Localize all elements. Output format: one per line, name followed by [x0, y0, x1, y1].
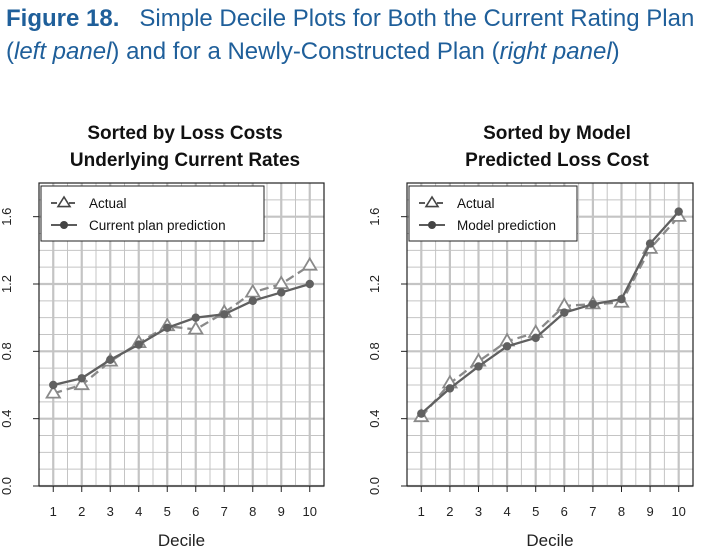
x-axis-label: Decile: [158, 531, 205, 550]
x-tick-label: 10: [671, 504, 685, 519]
legend-circle-icon: [60, 221, 68, 229]
x-tick-label: 4: [503, 504, 510, 519]
actual-point: [244, 283, 261, 298]
y-tick-label: 1.6: [0, 208, 14, 226]
x-tick-label: 6: [561, 504, 568, 519]
prediction-point: [617, 294, 626, 304]
prediction-point: [645, 239, 655, 248]
series-line-actual: [420, 215, 680, 418]
series-line-current-plan-prediction: [52, 282, 311, 387]
caption-text-3: ): [611, 38, 620, 65]
prediction-point: [191, 313, 200, 322]
y-tick-label: 1.2: [0, 275, 14, 293]
x-tick-label: 10: [303, 504, 317, 519]
caption-text-1: Simple Decile Plots for Both the Current…: [6, 5, 695, 65]
y-tick-label: 0.4: [0, 410, 14, 428]
figure-label: Figure 18.: [6, 5, 120, 32]
x-tick-label: 4: [135, 504, 142, 519]
x-tick-label: 2: [446, 504, 453, 519]
x-tick-label: 2: [78, 504, 85, 519]
prediction-point: [474, 362, 483, 371]
x-tick-label: 5: [164, 504, 171, 519]
chart-title-line2: Underlying Current Rates: [70, 150, 300, 171]
actual-point: [45, 384, 62, 399]
prediction-point: [77, 374, 86, 383]
prediction-point: [163, 323, 172, 332]
x-tick-label: 6: [192, 504, 199, 519]
caption-text-2: ) and for a Newly-Constructed Plan (: [111, 38, 500, 65]
x-tick-label: 3: [107, 504, 114, 519]
y-tick-label: 1.6: [367, 208, 382, 226]
chart-title-line1: Sorted by Model: [483, 123, 631, 144]
y-tick-label: 0.0: [367, 477, 382, 495]
legend-label: Actual: [457, 196, 495, 211]
legend-box: [408, 185, 578, 242]
actual-point: [73, 376, 90, 391]
prediction-point: [49, 380, 58, 390]
actual-point: [273, 275, 290, 290]
x-tick-label: 8: [249, 504, 256, 519]
x-tick-label: 9: [646, 504, 653, 519]
prediction-point: [106, 355, 115, 364]
legend-triangle-icon: [424, 195, 440, 208]
legend-label: Current plan prediction: [89, 218, 226, 233]
prediction-point: [674, 207, 683, 216]
x-tick-label: 5: [532, 504, 539, 519]
legend-label: Actual: [89, 196, 127, 211]
x-tick-label: 8: [618, 504, 625, 519]
legend-box: [40, 185, 265, 242]
prediction-point: [560, 308, 569, 317]
legend-circle-icon: [428, 221, 436, 229]
x-tick-label: 3: [475, 504, 482, 519]
prediction-point: [588, 300, 598, 309]
prediction-point: [220, 310, 229, 319]
x-tick-label: 1: [418, 504, 425, 519]
series-line-model-prediction: [420, 210, 680, 415]
caption-italic-2: right panel: [499, 38, 612, 65]
actual-point: [187, 320, 204, 335]
plot-frame: [406, 182, 694, 487]
caption-italic-1: left panel: [14, 38, 112, 65]
legend-triangle-icon: [56, 195, 72, 208]
prediction-point: [445, 384, 455, 393]
prediction-point: [417, 409, 426, 418]
x-tick-label: 7: [221, 504, 228, 519]
prediction-point: [531, 333, 540, 343]
series-line-actual: [52, 264, 311, 395]
actual-point: [301, 256, 318, 271]
y-tick-label: 0.4: [367, 410, 382, 428]
x-tick-label: 9: [278, 504, 285, 519]
y-tick-label: 1.2: [367, 275, 382, 293]
prediction-point: [134, 340, 143, 349]
x-axis-label: Decile: [526, 531, 573, 550]
legend-label: Model prediction: [457, 218, 556, 233]
chart-title-line1: Sorted by Loss Costs: [87, 123, 282, 144]
prediction-point: [277, 288, 286, 297]
prediction-point: [305, 279, 314, 289]
prediction-point: [248, 296, 257, 306]
y-tick-label: 0.8: [367, 342, 382, 360]
x-tick-label: 1: [50, 504, 57, 519]
x-tick-label: 7: [589, 504, 596, 519]
y-tick-label: 0.0: [0, 477, 14, 495]
figure-caption: Figure 18. Simple Decile Plots for Both …: [6, 2, 706, 68]
y-tick-label: 0.8: [0, 342, 14, 360]
chart-title-line2: Predicted Loss Cost: [465, 150, 649, 171]
prediction-point: [502, 342, 512, 351]
plot-frame: [38, 182, 325, 487]
